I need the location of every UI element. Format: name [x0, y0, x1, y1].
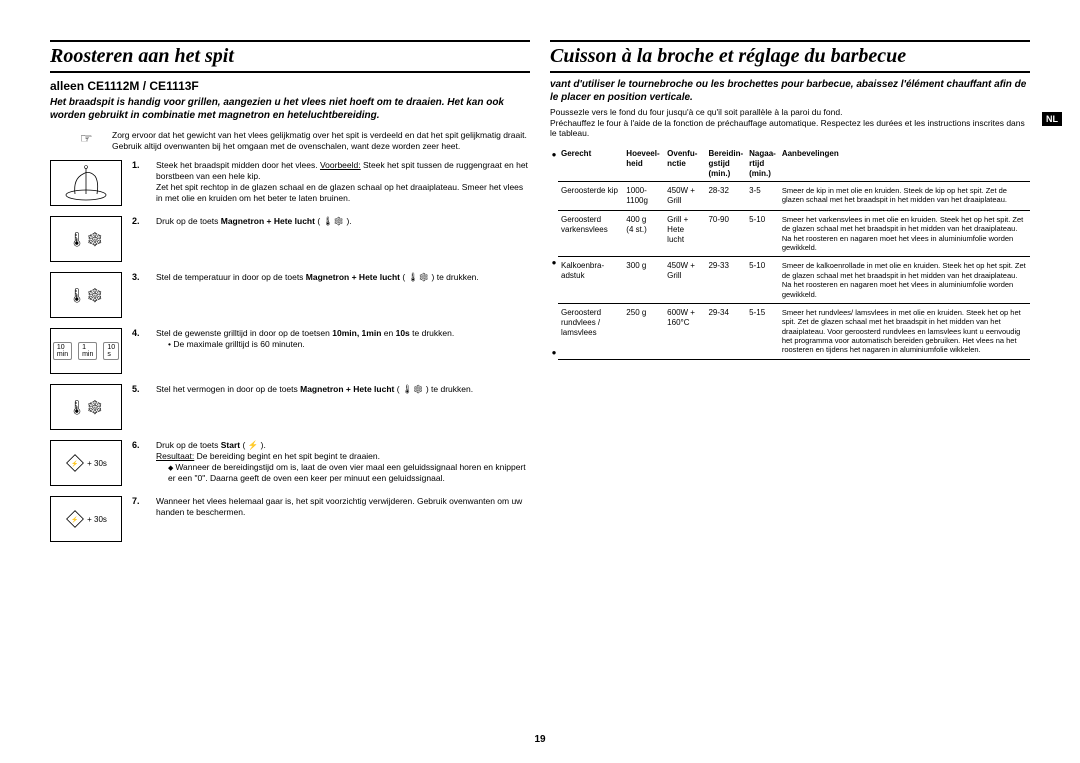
cell-qty: 300 g	[623, 257, 664, 304]
table-row: Geroosterd varkensvlees400 g(4 st.)Grill…	[558, 210, 1030, 257]
svg-text:⚡: ⚡	[71, 516, 78, 524]
th-dish: Gerecht	[558, 147, 623, 182]
cell-func: Grill + Hete lucht	[664, 210, 705, 257]
cell-cook: 29-34	[705, 303, 746, 359]
table-body: Geroosterde kip1000-1100g450W + Grill28-…	[558, 181, 1030, 359]
step-2-num: 2.	[132, 216, 146, 262]
step-1-num: 1.	[132, 160, 146, 206]
step-5-icon: 🌡❄	[50, 384, 122, 430]
th-func: Ovenfu-nctie	[664, 147, 705, 182]
cell-rec: Smeer het rundvlees/ lamsvlees in met ol…	[779, 303, 1030, 359]
step-6: ⚡ + 30s 6. Druk op de toets Start ( ⚡ ).…	[50, 440, 530, 486]
cell-dish: Geroosterde kip	[558, 181, 623, 210]
page-number: 19	[534, 734, 545, 745]
right-title-bar: Cuisson à la broche et réglage du barbec…	[550, 40, 1030, 73]
start-icon-2: ⚡	[65, 509, 85, 529]
step-6-text: Druk op de toets Start ( ⚡ ).Resultaat: …	[156, 440, 530, 486]
dish-markers: ●●●	[550, 147, 558, 360]
step-1: 1. Steek het braadspit midden door het v…	[50, 160, 530, 206]
cell-func: 450W + Grill	[664, 257, 705, 304]
step-6-num: 6.	[132, 440, 146, 486]
table-row: Kalkoenbra-adstuk300 g450W + Grill29-335…	[558, 257, 1030, 304]
step-4-num: 4.	[132, 328, 146, 374]
spit-icon	[61, 164, 111, 202]
cooking-table: Gerecht Hoeveel-heid Ovenfu-nctie Bereid…	[558, 147, 1030, 360]
note-icon: ☞	[80, 130, 100, 152]
step-3-icon: 🌡❄	[50, 272, 122, 318]
left-title-bar: Roosteren aan het spit	[50, 40, 530, 73]
step-5: 🌡❄ 5. Stel het vermogen in door op de to…	[50, 384, 530, 430]
cell-dish: Geroosterd rundvlees / lamsvlees	[558, 303, 623, 359]
right-intro: vant d'utiliser le tournebroche ou les b…	[550, 79, 1030, 104]
step-3-num: 3.	[132, 272, 146, 318]
cell-cook: 29-33	[705, 257, 746, 304]
th-cook: Bereidin-gstijd(min.)	[705, 147, 746, 182]
cell-rec: Smeer het varkensvlees in met olie en kr…	[779, 210, 1030, 257]
page-content: Roosteren aan het spit alleen CE1112M / …	[50, 40, 1030, 552]
step-4-text: Stel de gewenste grilltijd in door op de…	[156, 328, 530, 374]
start-icon: ⚡	[65, 453, 85, 473]
step-1-icon	[50, 160, 122, 206]
cell-cook: 70-90	[705, 210, 746, 257]
step-3-text: Stel de temperatuur in door op de toets …	[156, 272, 530, 318]
table-row: Geroosterde kip1000-1100g450W + Grill28-…	[558, 181, 1030, 210]
cell-rest: 5-10	[746, 210, 779, 257]
step-6-icon: ⚡ + 30s	[50, 440, 122, 486]
language-tab: NL	[1042, 112, 1062, 126]
table-row: Geroosterd rundvlees / lamsvlees250 g600…	[558, 303, 1030, 359]
step-2-icon: 🌡❄	[50, 216, 122, 262]
step-5-num: 5.	[132, 384, 146, 430]
left-subtitle: alleen CE1112M / CE1113F	[50, 79, 530, 93]
right-column: Cuisson à la broche et réglage du barbec…	[550, 40, 1030, 552]
note-row: ☞ Zorg ervoor dat het gewicht van het vl…	[50, 130, 530, 152]
cell-dish: Kalkoenbra-adstuk	[558, 257, 623, 304]
step-7-text: Wanneer het vlees helemaal gaar is, het …	[156, 496, 530, 542]
step-1-text: Steek het braadspit midden door het vlee…	[156, 160, 530, 206]
note-text: Zorg ervoor dat het gewicht van het vlee…	[112, 130, 527, 152]
cell-rest: 3-5	[746, 181, 779, 210]
right-sub-intro: Poussezle vers le fond du four jusqu'à c…	[550, 107, 1030, 139]
step-7-num: 7.	[132, 496, 146, 542]
left-intro: Het braadspit is handig voor grillen, aa…	[50, 97, 530, 122]
cell-rec: Smeer de kip in met olie en kruiden. Ste…	[779, 181, 1030, 210]
cell-dish: Geroosterd varkensvlees	[558, 210, 623, 257]
right-title: Cuisson à la broche et réglage du barbec…	[550, 45, 1030, 68]
step-5-text: Stel het vermogen in door op de toets Ma…	[156, 384, 530, 430]
th-qty: Hoeveel-heid	[623, 147, 664, 182]
left-column: Roosteren aan het spit alleen CE1112M / …	[50, 40, 530, 552]
left-title: Roosteren aan het spit	[50, 45, 530, 68]
step-3: 🌡❄ 3. Stel de temperatuur in door op de …	[50, 272, 530, 318]
step-7-icon: ⚡ + 30s	[50, 496, 122, 542]
step-4-icon: 10min1min10s	[50, 328, 122, 374]
cell-func: 600W + 160°C	[664, 303, 705, 359]
svg-text:⚡: ⚡	[71, 460, 78, 468]
cell-qty: 1000-1100g	[623, 181, 664, 210]
cell-cook: 28-32	[705, 181, 746, 210]
steps-list: 1. Steek het braadspit midden door het v…	[50, 160, 530, 552]
step-2: 🌡❄ 2. Druk op de toets Magnetron + Hete …	[50, 216, 530, 262]
cell-rest: 5-10	[746, 257, 779, 304]
table-header-row: Gerecht Hoeveel-heid Ovenfu-nctie Bereid…	[558, 147, 1030, 182]
cell-qty: 400 g(4 st.)	[623, 210, 664, 257]
cell-func: 450W + Grill	[664, 181, 705, 210]
cell-rest: 5-15	[746, 303, 779, 359]
th-rest: Nagaa-rtijd(min.)	[746, 147, 779, 182]
step-2-text: Druk op de toets Magnetron + Hete lucht …	[156, 216, 530, 262]
cell-rec: Smeer de kalkoenrollade in met olie en k…	[779, 257, 1030, 304]
th-rec: Aanbevelingen	[779, 147, 1030, 182]
step-7: ⚡ + 30s 7. Wanneer het vlees helemaal ga…	[50, 496, 530, 542]
cell-qty: 250 g	[623, 303, 664, 359]
step-4: 10min1min10s 4. Stel de gewenste grillti…	[50, 328, 530, 374]
